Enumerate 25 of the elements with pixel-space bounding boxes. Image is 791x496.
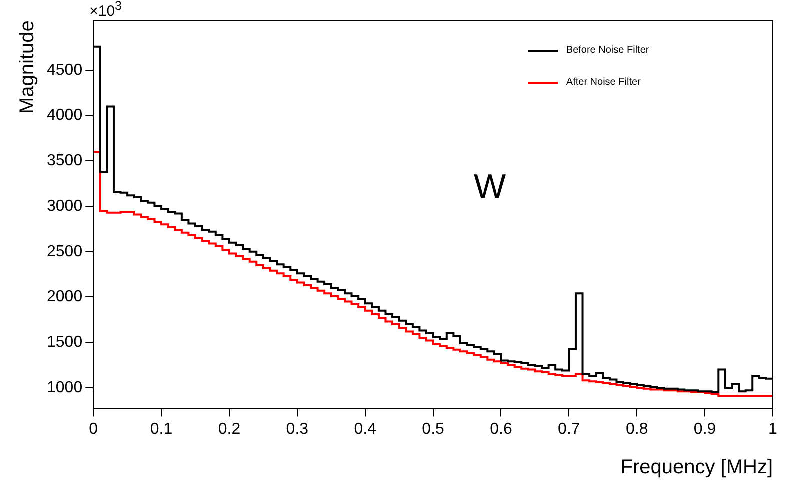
x-tick-label: 0.3 [286,420,309,438]
x-tick-label: 0.1 [150,420,173,438]
y-tick-label: 2000 [47,288,83,306]
x-tick-label: 1 [768,420,778,438]
legend-label: After Noise Filter [566,77,641,88]
x-tick-label: 0.5 [422,420,445,438]
x-tick-label: 0.4 [354,420,377,438]
x-axis-title: Frequency [MHz] [620,456,773,479]
x-tick-label: 0.2 [218,420,241,438]
y-tick-label: 4000 [47,107,83,124]
y-axis-title: Magnitude [16,20,39,114]
y-tick-label: 3500 [47,152,83,170]
y-tick-label: 3000 [47,198,83,215]
x-tick-label: 0.6 [490,420,512,438]
y-tick-label: 1500 [47,334,83,351]
y-tick-label: 2500 [47,243,83,260]
x-tick-label: 0 [89,420,98,438]
x-tick-label: 0.8 [626,420,648,438]
x-tick-label: 0.7 [558,420,580,438]
y-tick-label: 1000 [47,379,83,396]
x-tick-label: 0.9 [694,420,716,438]
legend-label: Before Noise Filter [566,45,650,56]
text: ×10$^{3}$ [90,0,122,20]
annotation: W [474,168,506,208]
y-tick-label: 4500 [47,62,83,79]
